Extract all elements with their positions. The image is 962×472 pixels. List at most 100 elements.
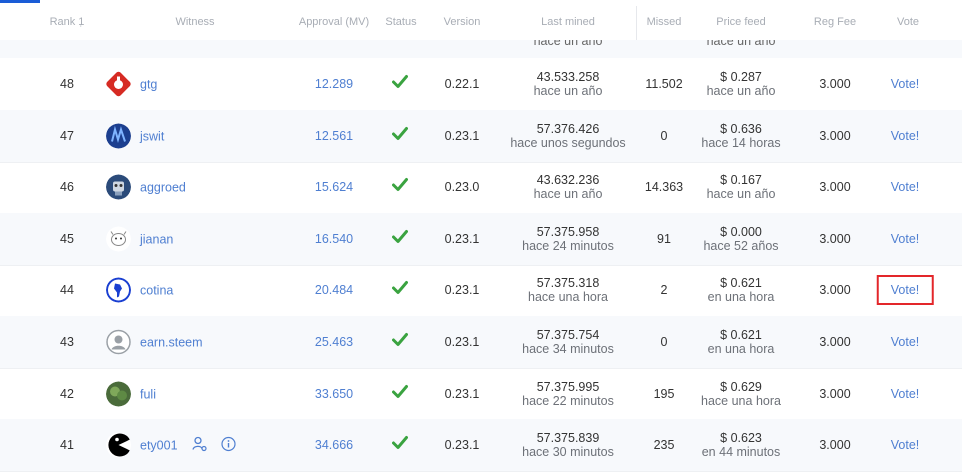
header-status[interactable]: Status: [385, 16, 417, 28]
reg-fee-value: 3.000: [819, 180, 851, 194]
rank-value: 48: [60, 77, 74, 91]
table-row: 45 jianan 16.540 0.23.1 57.375.958 hace 24 mi…: [0, 213, 962, 266]
price-feed-cell: $ 0.636 hace 14 horas: [701, 122, 780, 150]
header-rank[interactable]: Rank 1̣: [49, 16, 85, 28]
witness-cell: earn.steem: [106, 329, 203, 355]
approval-value[interactable]: 12.289: [314, 77, 354, 91]
version-value: 0.23.1: [444, 335, 480, 349]
vote-button[interactable]: Vote!: [890, 232, 920, 246]
last-mined-ago: hace 24 minutos: [522, 239, 614, 253]
table-row: 47 jswit 12.561 0.23.1 57.376.426 hace unos s…: [0, 110, 962, 163]
approval-value[interactable]: 15.624: [314, 180, 354, 194]
version-value: 0.23.0: [444, 180, 480, 194]
approval-value[interactable]: 12.561: [314, 129, 354, 143]
vote-button[interactable]: Vote!: [876, 275, 934, 305]
table-row: 41 ety001 34.666 0.23.1 57.375.839 hace 30 mi…: [0, 419, 962, 472]
price-feed-cell: $ 0.623 en 44 minutos: [702, 431, 781, 459]
header-approval[interactable]: Approval (MV): [298, 16, 370, 28]
default-user-icon[interactable]: [106, 329, 131, 355]
price-feed-value: $ 0.636: [720, 122, 762, 136]
price-feed-value: $ 0.287: [720, 70, 762, 84]
price-feed-value: $ 0.621: [720, 328, 762, 342]
witness-cell: aggroed: [106, 174, 186, 200]
price-feed-cell: $ 0.000 hace 52 años: [703, 225, 778, 253]
reg-fee-value: 3.000: [819, 129, 851, 143]
vote-button[interactable]: Vote!: [890, 180, 920, 194]
blue-jswit-logo-icon[interactable]: [106, 123, 131, 149]
cartoon-avatar-icon[interactable]: [106, 226, 131, 252]
vote-button[interactable]: Vote!: [890, 335, 920, 349]
last-mined-ago: hace un año: [533, 187, 603, 201]
vote-button[interactable]: Vote!: [890, 438, 920, 452]
vote-button[interactable]: Vote!: [890, 77, 920, 91]
last-mined-block: 57.375.839: [536, 431, 600, 445]
last-mined-cell: 57.375.995 hace 22 minutos: [522, 380, 614, 408]
witness-name-link[interactable]: gtg: [140, 77, 158, 91]
witness-cell: ety001: [106, 432, 236, 458]
rank-value: 43: [60, 335, 74, 349]
price-feed-value: $ 0.621: [720, 276, 762, 290]
last-mined-block: 57.375.958: [536, 225, 600, 239]
last-mined-cell: 43.533.258 hace un año: [534, 70, 603, 98]
missed-value: 195: [653, 387, 675, 401]
rank-value: 45: [60, 232, 74, 246]
last-mined-cell: 57.375.318 hace una hora: [528, 276, 608, 304]
info-icon[interactable]: [220, 436, 236, 454]
approval-value[interactable]: 16.540: [314, 232, 354, 246]
vote-button[interactable]: Vote!: [890, 129, 920, 143]
plant-avatar-icon[interactable]: [106, 381, 131, 407]
price-feed-ago: hace un año: [706, 84, 776, 98]
witness-name-link[interactable]: ety001: [140, 438, 178, 452]
header-reg-fee[interactable]: Reg Fee: [813, 16, 857, 28]
red-gtg-logo-icon[interactable]: [106, 71, 131, 97]
reg-fee-value: 3.000: [819, 335, 851, 349]
price-feed-cell: $ 0.621 en una hora: [708, 328, 775, 356]
witness-cell: gtg: [106, 71, 158, 97]
latin-america-globe-icon[interactable]: [106, 277, 131, 303]
witness-name-link[interactable]: fuli: [140, 387, 156, 401]
pacman-avatar-icon[interactable]: [106, 432, 131, 458]
missed-value: 2: [660, 283, 668, 297]
status-check-icon: [392, 385, 408, 404]
witness-name-link[interactable]: jianan: [140, 232, 174, 246]
header-vote[interactable]: Vote: [896, 16, 920, 28]
header-version[interactable]: Version: [443, 16, 481, 28]
last-mined-block: 43.533.258: [536, 70, 600, 84]
header-last-mined[interactable]: Last mined: [541, 16, 595, 28]
vote-button[interactable]: Vote!: [890, 387, 920, 401]
witness-name-link[interactable]: earn.steem: [140, 335, 203, 349]
last-mined-ago: hace 34 minutos: [522, 342, 614, 356]
price-feed-value: $ 0.167: [720, 173, 762, 187]
last-mined-block: 57.376.426: [536, 122, 600, 136]
reg-fee-value: 3.000: [819, 232, 851, 246]
header-missed[interactable]: Missed: [646, 16, 682, 28]
version-value: 0.23.1: [444, 232, 480, 246]
status-check-icon: [392, 127, 408, 146]
approval-value[interactable]: 33.650: [314, 387, 354, 401]
last-mined-ago: hace 22 minutos: [522, 394, 614, 408]
table-header: Rank 1̣ Witness Approval (MV) Status Ver…: [0, 0, 962, 40]
witness-name-link[interactable]: cotina: [140, 283, 174, 297]
missed-value: 235: [653, 438, 675, 452]
price-feed-cell: $ 0.287 hace un año: [707, 70, 776, 98]
reg-fee-value: 3.000: [819, 387, 851, 401]
witness-name-link[interactable]: jswit: [140, 129, 165, 143]
header-witness[interactable]: Witness: [175, 16, 215, 28]
rank-value: 42: [60, 387, 74, 401]
robot-avatar-icon[interactable]: [106, 174, 131, 200]
header-price-feed[interactable]: Price feed: [716, 16, 766, 28]
last-mined-cell: 57.375.958 hace 24 minutos: [522, 225, 614, 253]
price-feed-ago: en una hora: [707, 342, 775, 356]
approval-value[interactable]: 20.484: [314, 283, 354, 297]
witness-name-link[interactable]: aggroed: [140, 180, 186, 194]
approval-value[interactable]: 34.666: [314, 438, 354, 452]
witness-cell: cotina: [106, 277, 174, 303]
status-check-icon: [392, 230, 408, 249]
status-check-icon: [392, 75, 408, 94]
missed-value: 0: [660, 335, 668, 349]
price-feed-value: $ 0.629: [720, 380, 762, 394]
approval-value[interactable]: 25.463: [314, 335, 354, 349]
user-network-icon[interactable]: [191, 436, 207, 455]
version-value: 0.23.1: [444, 387, 480, 401]
missed-value: 14.363: [644, 180, 684, 194]
